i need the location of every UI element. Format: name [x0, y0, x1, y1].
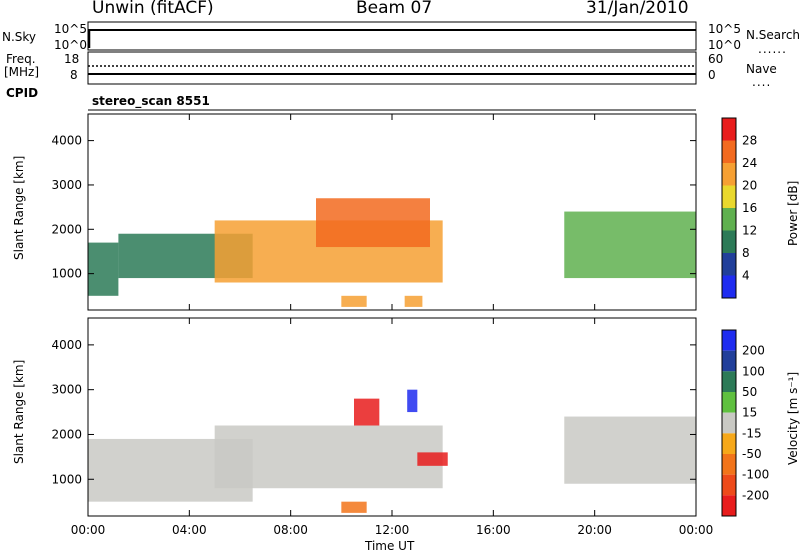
- velocity-colorbar-tick-label: -100: [742, 468, 769, 482]
- velocity-colorbar-tick-label: -15: [742, 426, 762, 440]
- velocity-colorbar-segment: [722, 371, 736, 392]
- power-colorbar-tick-label: 24: [742, 156, 757, 170]
- nsky-label: N.Sky: [2, 30, 37, 44]
- power-echo-region: [316, 198, 430, 248]
- x-tick-label: 00:00: [71, 523, 106, 537]
- power-colorbar-tick-label: 16: [742, 201, 757, 215]
- nsearch-top-tick: 10^5: [708, 22, 741, 36]
- velocity-ylabel: Slant Range [km]: [12, 359, 26, 464]
- power-colorbar-segment: [722, 185, 736, 208]
- power-colorbar-segment: [722, 163, 736, 186]
- power-colorbar-label: Power [dB]: [786, 180, 800, 246]
- power-colorbar-segment: [722, 230, 736, 253]
- velocity-ytick-label: 1000: [51, 472, 82, 486]
- nsearch-bottom-tick: 10^0: [708, 38, 741, 52]
- x-tick-label: 08:00: [273, 523, 308, 537]
- velocity-colorbar-segment: [722, 392, 736, 413]
- beam-title: Beam 07: [356, 0, 433, 18]
- velocity-echo-region: [417, 452, 448, 466]
- cpid-value: stereo_scan 8551: [92, 94, 210, 108]
- freq-top-tick: 18: [64, 52, 80, 66]
- nsearch-label: N.Search: [746, 28, 800, 42]
- power-ylabel: Slant Range [km]: [12, 155, 26, 260]
- freq-label: Freq.: [6, 52, 36, 66]
- station-title: Unwin (fitACF): [92, 0, 214, 18]
- velocity-colorbar-tick-label: -200: [742, 488, 769, 502]
- nave-bottom-tick: 0: [708, 68, 716, 82]
- freq-bottom-tick: 8: [70, 68, 78, 82]
- velocity-echo-region: [354, 398, 380, 426]
- cpid-label: CPID: [6, 86, 39, 100]
- freq-unit: [MHz]: [4, 65, 40, 79]
- velocity-colorbar-segment: [722, 433, 736, 454]
- velocity-ytick-label: 2000: [51, 427, 82, 441]
- top-panel-frame: [87, 21, 697, 51]
- power-colorbar-tick-label: 28: [742, 134, 757, 148]
- velocity-colorbar-segment: [722, 495, 736, 516]
- power-echo-region: [404, 295, 423, 307]
- velocity-colorbar-tick-label: 15: [742, 406, 757, 420]
- velocity-ytick-label: 4000: [51, 338, 82, 352]
- velocity-colorbar-label: Velocity [m s⁻¹]: [786, 371, 800, 465]
- velocity-colorbar-segment: [722, 350, 736, 372]
- power-echo-region: [564, 211, 696, 279]
- power-colorbar-segment: [722, 118, 736, 141]
- nsky-top-tick: 10^5: [54, 22, 87, 36]
- nsky-bottom-tick: 10^0: [54, 38, 87, 52]
- velocity-echo-region: [564, 416, 696, 484]
- x-tick-label: 12:00: [375, 523, 410, 537]
- power-echo-region: [341, 295, 367, 307]
- velocity-ytick-label: 3000: [51, 383, 82, 397]
- nave-legend-dots: ....: [752, 75, 772, 89]
- power-colorbar-tick-label: 20: [742, 179, 757, 193]
- power-colorbar-segment: [722, 140, 736, 163]
- power-colorbar-tick-label: 4: [742, 269, 750, 283]
- date-title: 31/Jan/2010: [586, 0, 689, 18]
- velocity-colorbar-segment: [722, 474, 736, 496]
- x-tick-label: 04:00: [172, 523, 207, 537]
- nave-top-tick: 60: [708, 52, 724, 66]
- x-tick-label: 00:00: [679, 523, 714, 537]
- nave-label: Nave: [746, 62, 777, 76]
- x-tick-label: 20:00: [577, 523, 612, 537]
- power-ytick-label: 4000: [51, 134, 82, 148]
- nsearch-legend-dots: ......: [758, 42, 787, 56]
- power-colorbar-segment: [722, 253, 736, 276]
- power-colorbar-segment: [722, 208, 736, 231]
- velocity-echo-region: [407, 389, 418, 413]
- x-tick-label: 16:00: [476, 523, 511, 537]
- power-ytick-label: 3000: [51, 178, 82, 192]
- velocity-colorbar-tick-label: 100: [742, 364, 765, 378]
- velocity-echo-region: [214, 425, 443, 489]
- x-axis-label: Time UT: [365, 539, 415, 553]
- velocity-colorbar-tick-label: -50: [742, 447, 762, 461]
- velocity-echo-region: [341, 501, 367, 513]
- velocity-colorbar-tick-label: 200: [742, 344, 765, 358]
- power-ytick-label: 1000: [51, 267, 82, 281]
- power-echo-region: [88, 242, 119, 296]
- velocity-colorbar-segment: [722, 412, 736, 434]
- power-colorbar-frame: [721, 117, 737, 299]
- power-colorbar-tick-label: 8: [742, 246, 750, 260]
- velocity-colorbar-tick-label: 50: [742, 385, 757, 399]
- velocity-colorbar-segment: [722, 330, 736, 351]
- top-panel-frame: [87, 51, 697, 85]
- power-colorbar-segment: [722, 275, 736, 298]
- velocity-colorbar-frame: [721, 329, 737, 517]
- power-colorbar-tick-label: 12: [742, 224, 757, 238]
- velocity-colorbar-segment: [722, 454, 736, 475]
- power-ytick-label: 2000: [51, 222, 82, 236]
